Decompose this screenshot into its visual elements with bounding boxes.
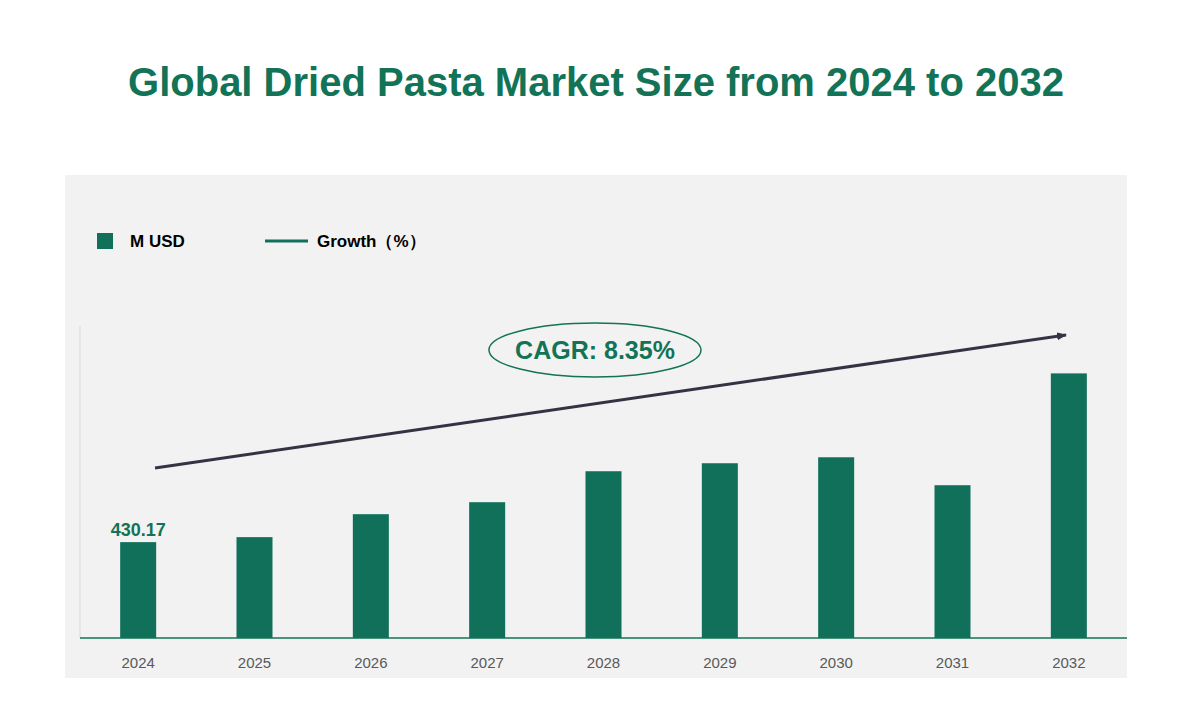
x-tick-label: 2024 <box>121 654 154 671</box>
title: Global Dried Pasta Market Size from 2024… <box>128 60 1064 104</box>
bar <box>237 537 273 638</box>
bar <box>1051 373 1087 638</box>
bar <box>353 514 389 638</box>
annotation: CAGR: 8.35% <box>489 323 701 377</box>
x-tick-label: 2030 <box>819 654 852 671</box>
legend-label: M USD <box>130 232 185 251</box>
chart-svg: Global Dried Pasta Market Size from 2024… <box>0 0 1192 701</box>
x-tick-label: 2025 <box>238 654 271 671</box>
y-axis-line <box>80 326 81 638</box>
x-tick-label: 2029 <box>703 654 736 671</box>
plot-background <box>65 175 1127 678</box>
legend-swatch <box>265 240 308 243</box>
x-tick-label: 2028 <box>587 654 620 671</box>
x-tick-label: 2032 <box>1052 654 1085 671</box>
legend-label: Growth（%） <box>317 232 426 251</box>
bar <box>702 463 738 638</box>
bar <box>935 485 971 638</box>
trend-arrow <box>155 335 1066 468</box>
legend-item: M USD <box>97 232 185 251</box>
legend-item: Growth（%） <box>265 232 426 251</box>
annotation-text: CAGR: 8.35% <box>515 336 675 364</box>
bar <box>120 542 156 638</box>
annotation-ellipse <box>489 323 701 377</box>
x-tick-label: 2027 <box>470 654 503 671</box>
legend-swatch <box>97 233 113 249</box>
bar <box>818 457 854 638</box>
bar <box>469 502 505 638</box>
marks <box>120 373 1087 638</box>
x-tick-label: 2026 <box>354 654 387 671</box>
data-labels: 430.17 <box>111 520 166 540</box>
chart-root: Global Dried Pasta Market Size from 2024… <box>0 0 1192 701</box>
x-tick-label: 2031 <box>936 654 969 671</box>
x-axis-line <box>80 637 1127 639</box>
data-label: 430.17 <box>111 520 166 540</box>
bar <box>586 471 622 638</box>
